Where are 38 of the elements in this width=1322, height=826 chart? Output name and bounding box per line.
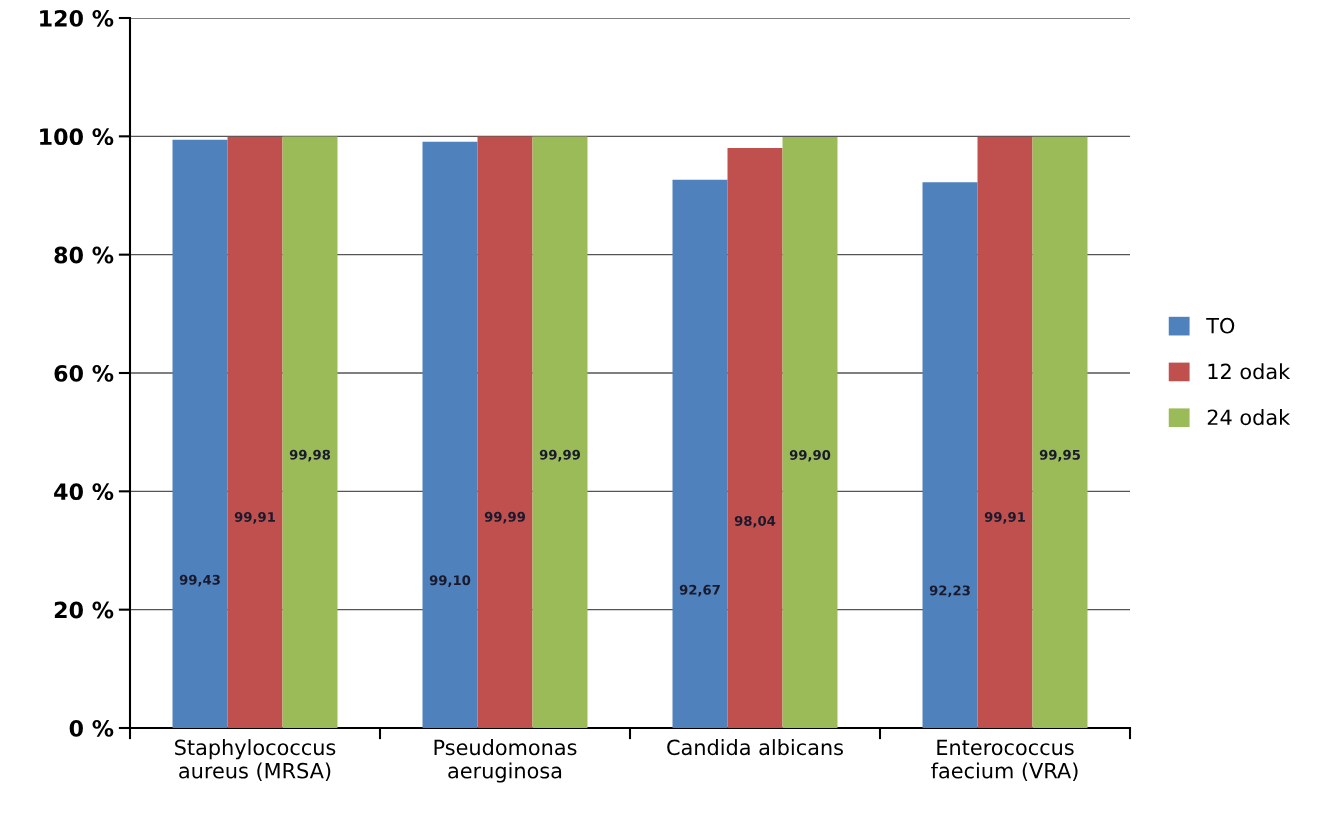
y-tick-label: 100 % — [40, 128, 114, 146]
data-label: 99,43 — [179, 574, 220, 587]
bar — [922, 182, 978, 728]
x-tick-label: Candida albicans — [667, 739, 843, 756]
data-label: 99,91 — [984, 512, 1025, 524]
data-label: 92,67 — [679, 584, 720, 597]
legend-label: 24 odak — [1207, 409, 1291, 426]
data-label: 99,98 — [289, 449, 331, 462]
bar — [422, 141, 478, 728]
y-tick-label: 20 % — [54, 601, 114, 619]
bar — [477, 136, 533, 728]
legend-label: TO — [1206, 317, 1235, 334]
data-label: 99,90 — [789, 449, 831, 462]
bar — [672, 179, 728, 728]
data-label: 98,04 — [734, 515, 776, 528]
bar — [977, 136, 1033, 728]
data-label: 99,99 — [484, 511, 526, 524]
data-label: 99,95 — [1039, 449, 1080, 462]
data-label: 99,91 — [234, 512, 275, 524]
bar — [727, 147, 783, 728]
x-tick-label: Staphylococcus aureus (MRSA) — [175, 739, 336, 782]
y-tick-label: 60 % — [54, 364, 114, 382]
data-label: 99,10 — [429, 575, 471, 587]
data-label: 99,99 — [539, 449, 581, 462]
x-tick-label: Enterococcus faecium (VRA) — [931, 739, 1078, 782]
y-tick-label: 0 % — [69, 719, 114, 737]
data-label: 92,23 — [929, 585, 970, 598]
x-tick-label: Pseudomonas aeruginosa — [434, 739, 577, 783]
y-tick-label: 80 % — [54, 246, 114, 264]
bar — [532, 136, 588, 728]
bar — [172, 139, 228, 728]
bar — [227, 136, 283, 728]
y-tick-label: 40 % — [54, 483, 114, 501]
bar — [1032, 136, 1088, 728]
bar — [782, 136, 838, 728]
y-tick-label: 120 % — [40, 9, 114, 27]
legend-label: 12 odak — [1208, 363, 1291, 380]
bar — [282, 136, 338, 728]
